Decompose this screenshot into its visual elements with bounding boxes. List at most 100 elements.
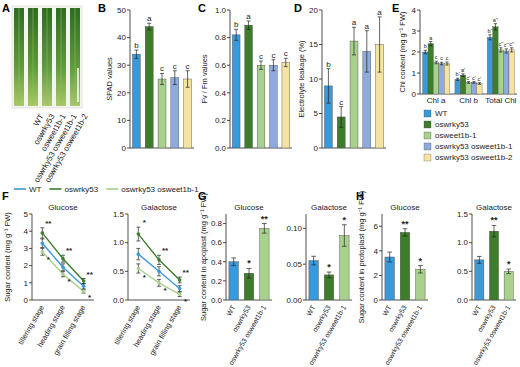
bar (475, 260, 484, 300)
y-axis (226, 214, 227, 300)
error-bar (40, 228, 44, 238)
y-tick-label: 0.0 (113, 296, 125, 305)
y-tick (127, 65, 130, 66)
x-tick-label: WT (471, 303, 483, 317)
error-bar (387, 252, 392, 262)
legend-line (106, 188, 118, 190)
error-bar (231, 258, 236, 266)
y-tick-label: 4 (374, 247, 379, 256)
leaf (42, 8, 52, 106)
genotype-label: oswrky53 osweet1b-2 (43, 112, 90, 184)
marker (157, 281, 161, 285)
significance-letter: b (234, 20, 239, 29)
legend-label: osweet1b-1 (435, 131, 477, 140)
error-bar (365, 31, 369, 72)
photo-background (12, 6, 82, 108)
significance-letter: c (186, 62, 190, 71)
significance-letter: b' (456, 71, 460, 77)
x-tick-label: grain filling stage (51, 304, 87, 357)
significance-letter: c (284, 49, 288, 58)
plot-marks (132, 23, 191, 148)
bar (232, 35, 240, 148)
y-axis (382, 214, 383, 300)
error-bar (488, 35, 491, 40)
error-bar (506, 269, 511, 274)
bar (171, 78, 179, 148)
line (42, 243, 83, 286)
error-bar (418, 266, 423, 273)
y-tick-label: 0 (24, 296, 29, 305)
significance-letter: c (435, 54, 438, 60)
bar (350, 41, 358, 148)
significance-letter: a' (461, 67, 465, 73)
bar (257, 65, 265, 148)
y-axis (230, 10, 231, 148)
bar (400, 232, 410, 300)
y-tick (127, 92, 130, 93)
bar (504, 271, 513, 300)
y-tick (29, 282, 32, 283)
y-tick-label: 1.5 (457, 210, 469, 219)
plot-marks (40, 228, 85, 293)
significance-star: * (419, 256, 423, 266)
legend-swatch (424, 110, 431, 117)
y-tick (29, 300, 32, 301)
significance-star: * (163, 286, 167, 295)
significance-letter: c'' (504, 42, 509, 48)
significance-letter: a (429, 35, 433, 41)
significance-star: ** (87, 270, 94, 279)
significance-star: * (47, 255, 51, 264)
marker (61, 257, 65, 261)
bar (439, 64, 444, 94)
panel-label: B (98, 2, 106, 14)
bar (385, 257, 395, 300)
error-bar (157, 279, 161, 286)
y-tick (417, 10, 420, 11)
error-bar (271, 60, 275, 71)
y-tick-label: 1.5 (113, 210, 125, 219)
axes: 0.000.050.10 (286, 214, 352, 305)
panel-label: C (198, 2, 206, 14)
significance-star: ** (401, 219, 409, 229)
bar (229, 262, 239, 300)
bar (455, 79, 460, 94)
y-axis-label: Fv / Fm values (200, 54, 209, 103)
bar (428, 44, 433, 94)
y-tick-label: 1 (24, 279, 29, 288)
bar (466, 82, 471, 94)
y-tick-label: 15 (309, 40, 318, 49)
y-tick-label: 1.0 (457, 238, 469, 247)
y-tick (417, 31, 420, 32)
error-bar (157, 255, 161, 264)
significance-star: * (343, 215, 347, 225)
significance-star: * (143, 273, 147, 282)
error-bar (311, 256, 316, 265)
plot-marks (324, 17, 383, 148)
y-tick (417, 94, 420, 95)
axes: 01234 (412, 6, 517, 99)
error-bar (499, 48, 502, 52)
bar (444, 64, 449, 94)
significance-star: ** (66, 246, 73, 255)
marker (157, 270, 161, 274)
error-bar (82, 290, 86, 293)
error-bar (440, 62, 443, 65)
significance-letter: a (377, 8, 382, 17)
y-axis (472, 214, 473, 300)
bar (493, 27, 498, 94)
marker (157, 258, 161, 262)
line (138, 268, 179, 294)
marker (137, 232, 141, 236)
line (42, 252, 83, 292)
y-tick-label: 0.05 (286, 260, 302, 269)
marker (41, 231, 45, 235)
error-bar (505, 49, 508, 53)
marker (178, 287, 182, 291)
legend-swatch (424, 154, 431, 161)
significance-letter: b (134, 41, 139, 50)
significance-star: ** (261, 214, 269, 224)
bar (433, 63, 438, 95)
error-bar (259, 61, 263, 69)
error-bar (61, 255, 65, 262)
subplot-title: Galactose (311, 203, 348, 212)
